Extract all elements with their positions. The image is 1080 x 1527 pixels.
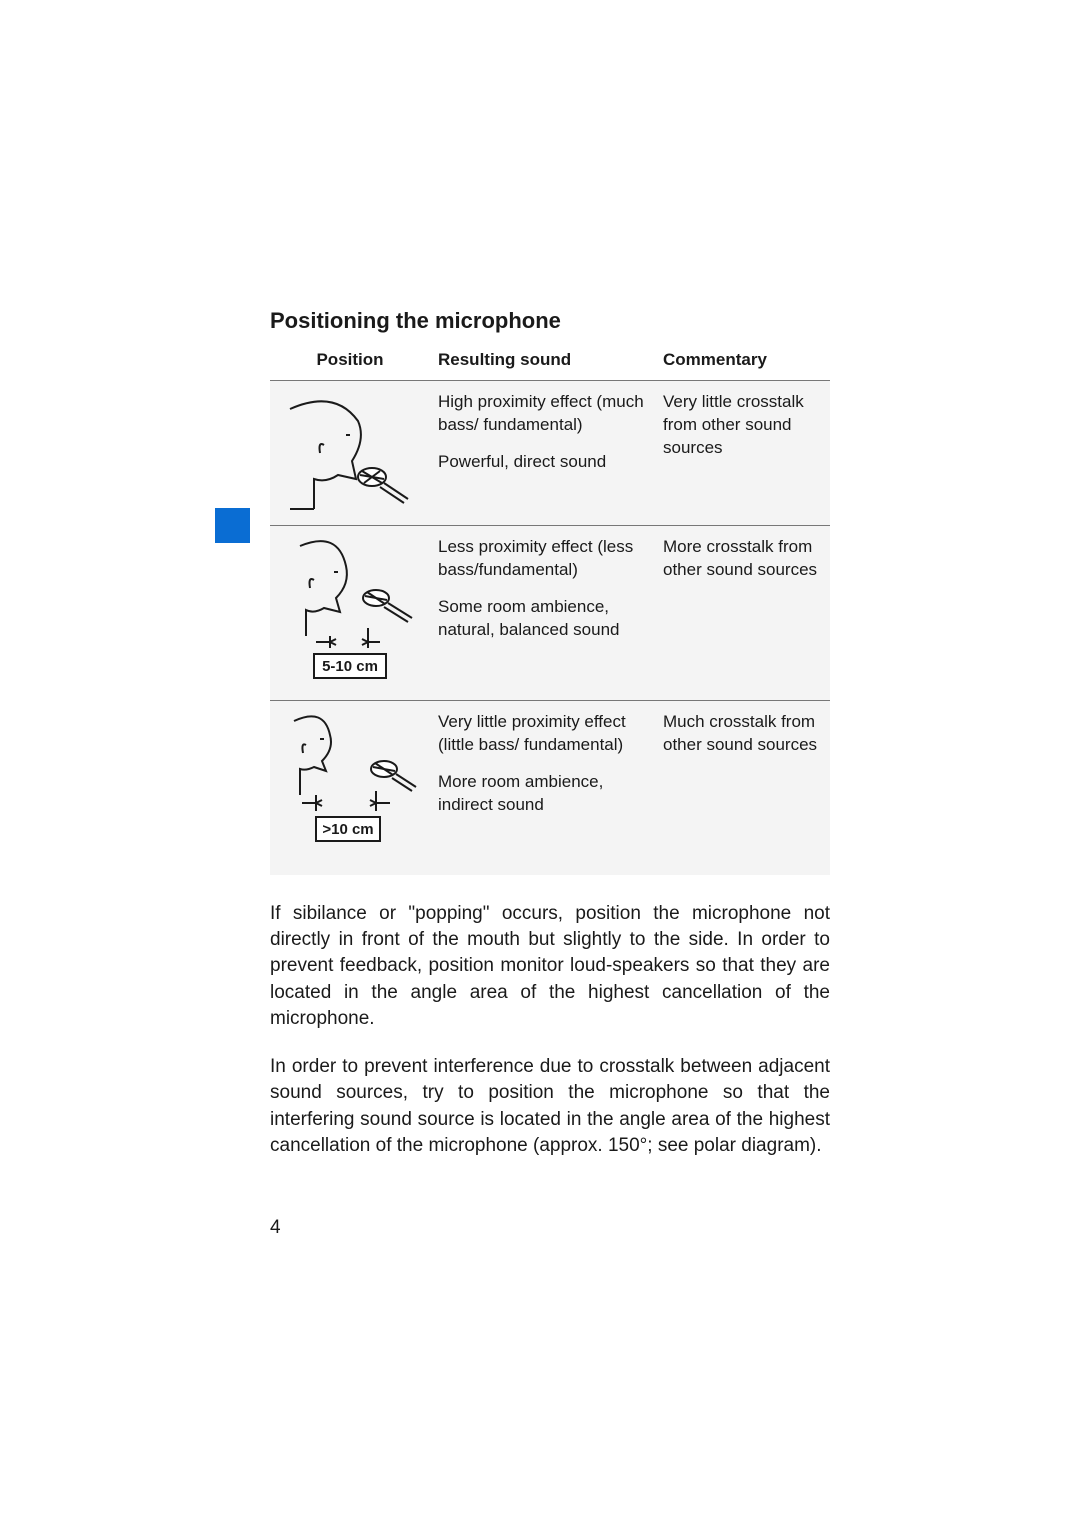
cell-commentary: Very little crosstalk from other sound s… xyxy=(655,381,830,526)
table-row: 5-10 cm Less proximity effect (less bass… xyxy=(270,526,830,701)
col-header-commentary: Commentary xyxy=(655,344,830,381)
resulting-p2: Powerful, direct sound xyxy=(438,451,647,474)
diagram-label: 5-10 cm xyxy=(322,658,378,675)
mic-mid-diagram: 5-10 cm xyxy=(278,536,422,686)
diagram-label: >10 cm xyxy=(322,821,373,838)
col-header-position: Position xyxy=(270,344,430,381)
col-header-resulting: Resulting sound xyxy=(430,344,655,381)
resulting-p1: Very little proximity effect (little bas… xyxy=(438,711,647,757)
table-header-row: Position Resulting sound Commentary xyxy=(270,344,830,381)
cell-commentary: Much crosstalk from other sound sources xyxy=(655,701,830,876)
cell-resulting: Very little proximity effect (little bas… xyxy=(430,701,655,876)
page-content: Positioning the microphone Position Resu… xyxy=(270,308,830,1181)
mic-close-diagram xyxy=(278,391,422,511)
page-number: 4 xyxy=(270,1217,281,1239)
resulting-p2: More room ambience, indirect sound xyxy=(438,771,647,817)
resulting-p2: Some room ambience, natural, balanced so… xyxy=(438,596,647,642)
section-marker-tab xyxy=(215,508,250,543)
cell-resulting: Less proximity effect (less bass/fundame… xyxy=(430,526,655,701)
paragraph-1: If sibilance or "popping" occurs, positi… xyxy=(270,901,830,1032)
body-text: If sibilance or "popping" occurs, positi… xyxy=(270,901,830,1159)
table-row: >10 cm Very little proximity effect (lit… xyxy=(270,701,830,876)
resulting-p1: High proximity effect (much bass/ fundam… xyxy=(438,391,647,437)
table-row: High proximity effect (much bass/ fundam… xyxy=(270,381,830,526)
cell-diagram xyxy=(270,381,430,526)
section-title: Positioning the microphone xyxy=(270,308,830,334)
paragraph-2: In order to prevent interference due to … xyxy=(270,1054,830,1159)
cell-diagram: >10 cm xyxy=(270,701,430,876)
positioning-table: Position Resulting sound Commentary xyxy=(270,344,830,875)
cell-diagram: 5-10 cm xyxy=(270,526,430,701)
cell-resulting: High proximity effect (much bass/ fundam… xyxy=(430,381,655,526)
mic-far-diagram: >10 cm xyxy=(278,711,422,861)
resulting-p1: Less proximity effect (less bass/fundame… xyxy=(438,536,647,582)
cell-commentary: More crosstalk from other sound sources xyxy=(655,526,830,701)
